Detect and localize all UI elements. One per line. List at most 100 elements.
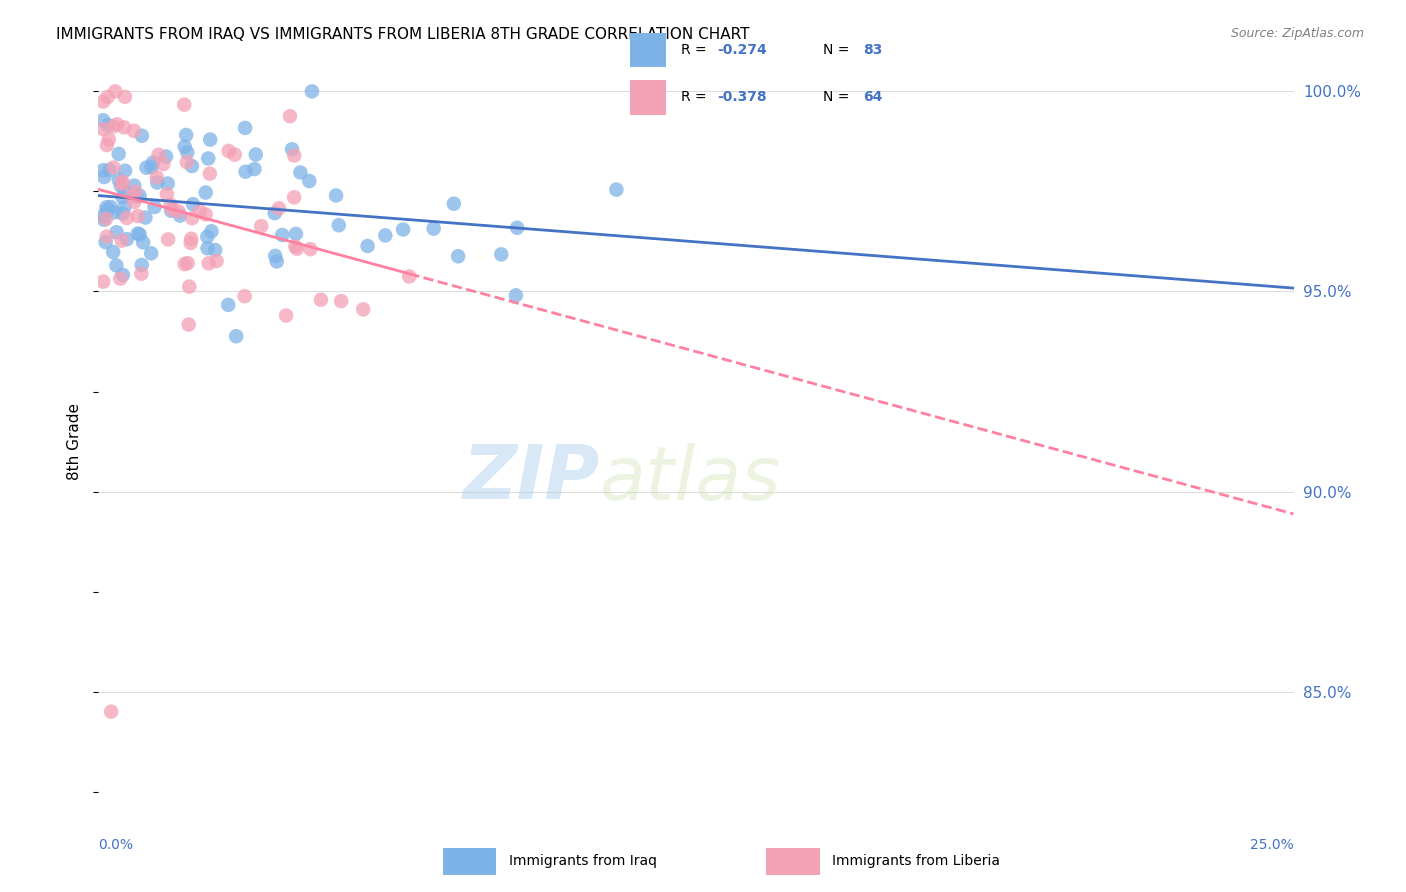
Point bbox=[330, 294, 353, 309]
Point bbox=[122, 178, 145, 193]
Point bbox=[443, 196, 465, 211]
Point bbox=[325, 188, 347, 202]
Point bbox=[156, 187, 179, 202]
Point bbox=[290, 165, 312, 179]
Point bbox=[114, 184, 136, 198]
Point bbox=[157, 232, 180, 246]
Point bbox=[100, 200, 122, 214]
Point bbox=[131, 258, 153, 272]
Point bbox=[176, 145, 198, 160]
Text: Immigrants from Liberia: Immigrants from Liberia bbox=[832, 854, 1000, 868]
FancyBboxPatch shape bbox=[630, 79, 666, 114]
Point bbox=[169, 209, 191, 223]
Point bbox=[299, 242, 322, 256]
FancyBboxPatch shape bbox=[766, 848, 820, 874]
Point bbox=[94, 211, 117, 226]
Point bbox=[91, 163, 114, 178]
Point bbox=[298, 174, 321, 188]
Point bbox=[114, 163, 136, 178]
Text: Immigrants from Iraq: Immigrants from Iraq bbox=[509, 854, 657, 868]
Point bbox=[398, 269, 420, 284]
Point bbox=[180, 235, 202, 250]
Point bbox=[100, 705, 122, 719]
Point bbox=[114, 200, 136, 214]
Point bbox=[173, 139, 195, 153]
Point bbox=[93, 212, 115, 227]
Point bbox=[111, 190, 134, 204]
Point bbox=[132, 235, 155, 250]
Point bbox=[194, 207, 217, 221]
Point bbox=[173, 257, 195, 271]
Point bbox=[285, 242, 308, 256]
Point bbox=[179, 279, 201, 293]
Point bbox=[104, 84, 127, 98]
Point bbox=[181, 197, 204, 211]
Y-axis label: 8th Grade: 8th Grade bbox=[67, 403, 83, 480]
Point bbox=[181, 159, 204, 173]
Point bbox=[271, 227, 294, 242]
Point bbox=[194, 186, 217, 200]
Point bbox=[127, 209, 149, 223]
Point bbox=[217, 298, 239, 312]
Point bbox=[135, 161, 157, 175]
Point bbox=[197, 241, 219, 255]
Point bbox=[352, 302, 374, 317]
Point bbox=[143, 200, 166, 214]
Point bbox=[148, 148, 170, 162]
Point bbox=[103, 205, 125, 219]
Point bbox=[107, 172, 129, 186]
Point bbox=[124, 194, 146, 209]
Point bbox=[167, 204, 190, 219]
Point bbox=[105, 225, 128, 239]
Point bbox=[121, 189, 143, 203]
Text: ZIP: ZIP bbox=[463, 442, 600, 515]
Text: R =: R = bbox=[681, 43, 711, 57]
Point bbox=[141, 246, 163, 260]
Point bbox=[128, 227, 150, 242]
Point bbox=[159, 198, 181, 212]
Point bbox=[447, 249, 470, 263]
Text: N =: N = bbox=[824, 90, 853, 104]
Point bbox=[112, 120, 135, 135]
Point bbox=[98, 162, 121, 177]
Point bbox=[91, 275, 114, 289]
Point bbox=[110, 178, 132, 193]
Text: N =: N = bbox=[824, 43, 853, 57]
Point bbox=[96, 138, 118, 153]
Point bbox=[152, 157, 174, 171]
Point bbox=[188, 204, 211, 219]
Text: 0.0%: 0.0% bbox=[98, 838, 134, 852]
Point bbox=[266, 254, 288, 268]
Point bbox=[122, 124, 145, 138]
Point bbox=[156, 177, 179, 191]
Point bbox=[374, 228, 396, 243]
Point bbox=[278, 109, 301, 123]
Point bbox=[97, 203, 120, 218]
Point bbox=[181, 211, 204, 226]
Point bbox=[200, 224, 222, 238]
Point bbox=[115, 232, 138, 246]
Point bbox=[146, 176, 169, 190]
Point bbox=[124, 185, 146, 199]
Point bbox=[91, 113, 114, 128]
Point bbox=[141, 160, 163, 174]
Point bbox=[173, 97, 195, 112]
Text: Source: ZipAtlas.com: Source: ZipAtlas.com bbox=[1230, 27, 1364, 40]
Text: 83: 83 bbox=[863, 43, 883, 57]
Point bbox=[250, 219, 273, 233]
Point bbox=[274, 309, 297, 323]
Point bbox=[283, 148, 305, 162]
Point bbox=[127, 227, 149, 241]
Point bbox=[111, 268, 134, 282]
Point bbox=[267, 202, 290, 216]
Point bbox=[197, 256, 219, 270]
Point bbox=[134, 211, 156, 225]
Text: R =: R = bbox=[681, 90, 711, 104]
Point bbox=[200, 132, 222, 146]
Point bbox=[198, 167, 221, 181]
Point bbox=[245, 147, 267, 161]
Point bbox=[174, 128, 197, 142]
Point bbox=[505, 288, 527, 302]
FancyBboxPatch shape bbox=[630, 32, 666, 68]
Point bbox=[101, 245, 124, 260]
